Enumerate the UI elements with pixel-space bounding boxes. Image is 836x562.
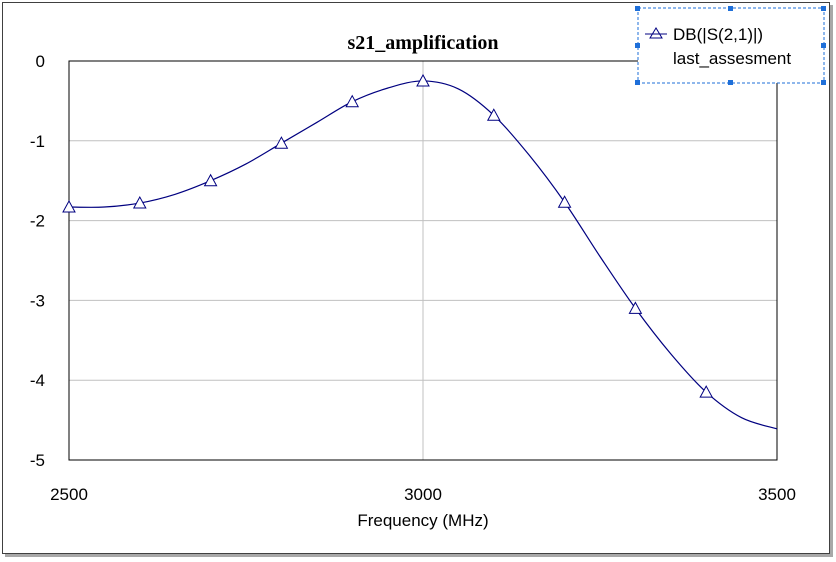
y-tick-label: -5 [30, 451, 45, 470]
x-axis-label: Frequency (MHz) [357, 511, 488, 530]
data-point-marker [628, 301, 643, 314]
legend-handle[interactable] [728, 6, 733, 11]
x-tick-label: 2500 [50, 485, 88, 504]
x-tick-label: 3000 [404, 485, 442, 504]
legend-series-label: DB(|S(2,1)|) [673, 25, 763, 44]
y-tick-label: -1 [30, 132, 45, 151]
data-point-marker [699, 385, 714, 398]
data-point-marker [557, 195, 572, 208]
y-axis-ticks: 0 -1 -2 -3 -4 -5 [30, 52, 45, 470]
legend-handle[interactable] [821, 80, 826, 85]
plot-area-border [68, 60, 778, 461]
data-point-marker [203, 173, 218, 187]
legend-source-label: last_assesment [673, 49, 791, 68]
legend-handle[interactable] [821, 43, 826, 48]
data-point-marker [416, 73, 430, 87]
data-point-marker [274, 136, 289, 149]
legend-selection-handles[interactable] [635, 6, 826, 85]
y-tick-label: -4 [30, 371, 45, 390]
legend-box[interactable] [637, 7, 825, 84]
legend-handle[interactable] [728, 80, 733, 85]
y-tick-label: -2 [30, 212, 45, 231]
legend-triangle-marker [649, 27, 663, 39]
legend[interactable]: DB(|S(2,1)|) last_assesment [635, 6, 826, 85]
x-tick-label: 3500 [758, 485, 796, 504]
grid-lines [69, 61, 777, 460]
chart-frame [2, 2, 830, 554]
data-point-marker [132, 195, 147, 209]
chart-title: s21_amplification [347, 32, 498, 54]
data-point-marker [486, 108, 501, 121]
x-axis-ticks: 2500 3000 3500 [50, 485, 796, 504]
legend-handle[interactable] [635, 6, 640, 11]
data-point-marker [62, 199, 76, 213]
marker-layer [62, 73, 714, 398]
y-tick-label: 0 [36, 52, 45, 71]
y-tick-label: -3 [30, 291, 45, 310]
data-point-marker [345, 94, 360, 108]
legend-handle[interactable] [821, 6, 826, 11]
legend-handle[interactable] [635, 80, 640, 85]
legend-handle[interactable] [635, 43, 640, 48]
